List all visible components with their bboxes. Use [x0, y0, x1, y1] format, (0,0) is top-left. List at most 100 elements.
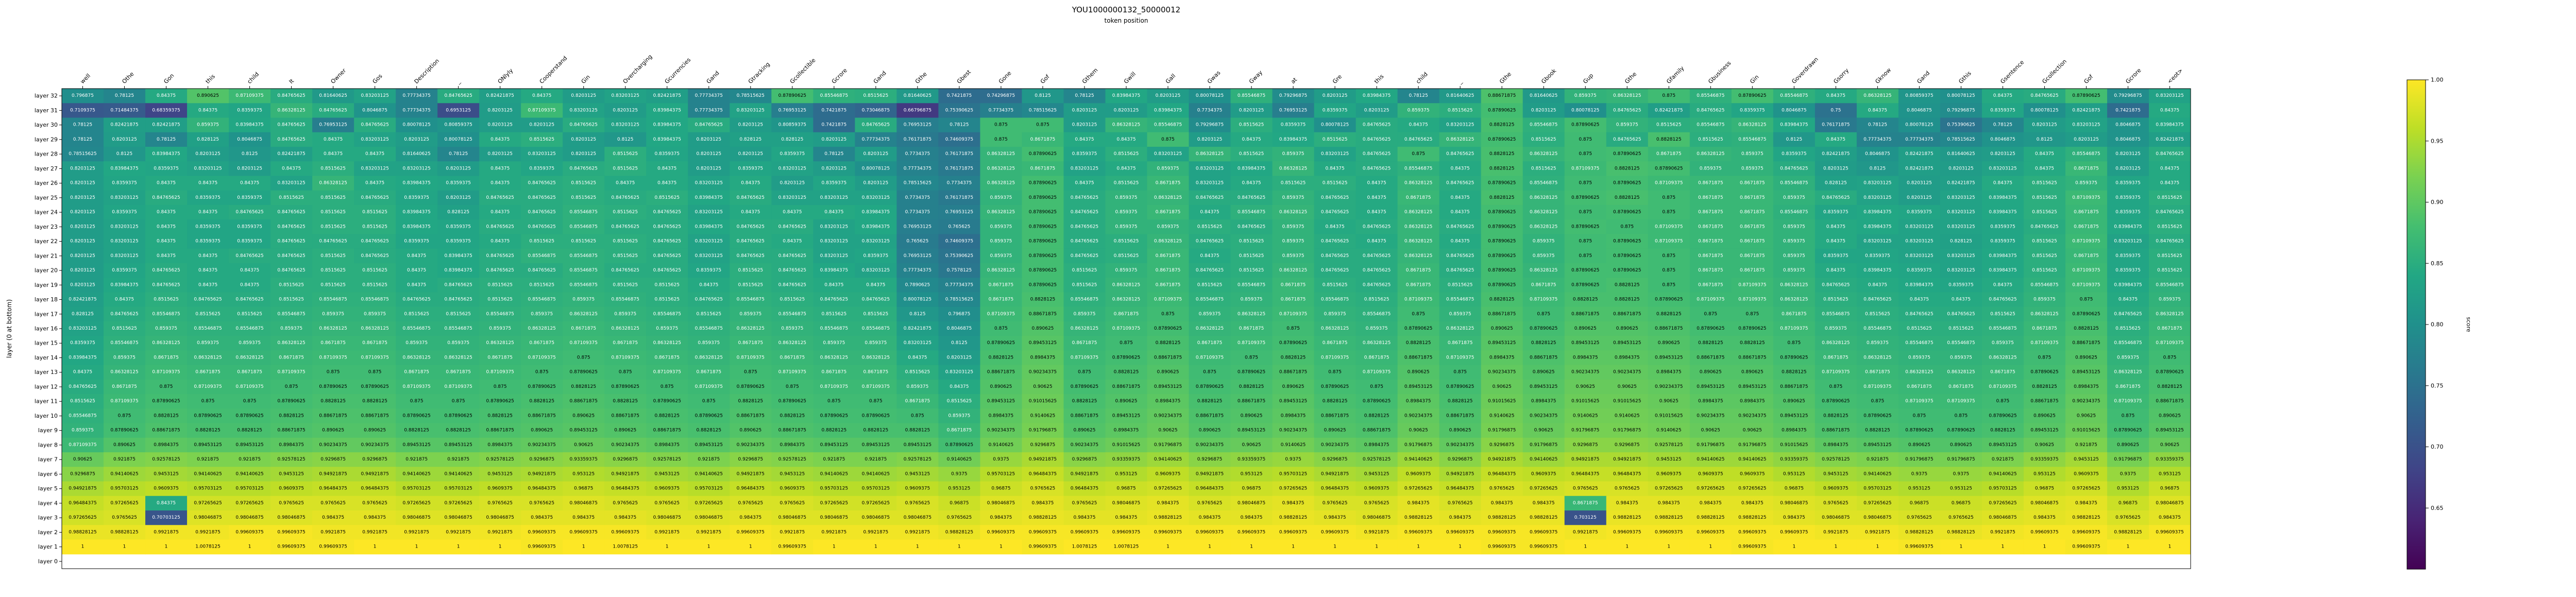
- cell-value-label: 0.94921875: [319, 471, 347, 476]
- colorbar-label: score: [2465, 317, 2472, 332]
- heatmap-cell: [1648, 117, 1690, 133]
- cell-value-label: 0.88671875: [2072, 340, 2100, 346]
- heatmap-cell: [1355, 103, 1398, 118]
- y-tick-label: layer 29: [35, 136, 58, 143]
- cell-value-label: 0.84375: [908, 355, 927, 360]
- heatmap-cell: [2148, 204, 2191, 220]
- cell-value-label: 0.8203125: [1323, 93, 1348, 98]
- cell-value-label: 0.86328125: [1738, 123, 1766, 128]
- heatmap-cell: [312, 132, 354, 147]
- cell-value-label: 0.7734375: [905, 151, 930, 157]
- cell-value-label: 0.859375: [405, 340, 428, 346]
- cell-value-label: 0.94140625: [1697, 457, 1724, 462]
- cell-value-label: 0.9921875: [780, 530, 805, 535]
- heatmap-cell: [1022, 103, 1064, 118]
- cell-value-label: 0.86328125: [1780, 297, 1808, 302]
- cell-value-label: 0.91015625: [1655, 413, 1683, 418]
- cell-value-label: 0.9296875: [1072, 457, 1097, 462]
- cell-value-label: 0.8515625: [446, 312, 471, 317]
- heatmap-cell: [1648, 176, 1690, 191]
- cell-value-label: 0.9453125: [905, 471, 930, 476]
- heatmap-cell: [855, 146, 897, 162]
- cell-value-label: 1: [1625, 544, 1629, 550]
- cell-value-label: 0.84375: [73, 370, 92, 375]
- heatmap-cell: [604, 176, 647, 191]
- cell-value-label: 0.98828125: [2114, 530, 2142, 535]
- heatmap-cell: [2065, 190, 2108, 206]
- cell-value-label: 0.890625: [364, 428, 386, 433]
- cell-value-label: 0.87890625: [528, 384, 556, 389]
- x-tick-label: Gbook: [1540, 67, 1558, 85]
- cell-value-label: 0.8515625: [362, 268, 387, 273]
- cell-value-label: 0.84765625: [528, 210, 556, 215]
- x-tick-label: child: [1415, 71, 1429, 85]
- cell-value-label: 0.8515625: [2032, 210, 2057, 215]
- cell-value-label: 0.75390625: [1947, 123, 1975, 128]
- cell-value-label: 0.84375: [324, 137, 343, 142]
- cell-value-label: 0.8203125: [1114, 108, 1139, 113]
- cell-value-label: 0.87109375: [1571, 166, 1599, 171]
- heatmap-cell: [855, 161, 897, 176]
- cell-value-label: 0.87109375: [152, 370, 180, 375]
- cell-value-label: 0.86328125: [987, 210, 1015, 215]
- heatmap-cell: [1355, 132, 1398, 147]
- cell-value-label: 0.828125: [197, 137, 219, 142]
- heatmap-cell: [2148, 132, 2191, 147]
- cell-value-label: 0.7734375: [905, 195, 930, 200]
- cell-value-label: 0.8515625: [1239, 239, 1264, 244]
- heatmap-cell: [2148, 176, 2191, 191]
- cell-value-label: 0.8515625: [1907, 326, 1932, 331]
- cell-value-label: 0.984375: [1282, 501, 1304, 506]
- heatmap-cell: [896, 89, 939, 104]
- cell-value-label: 0.94140625: [194, 471, 222, 476]
- cell-value-label: 0.84765625: [1071, 253, 1098, 259]
- cell-value-label: 0.92578125: [778, 457, 806, 462]
- heatmap-cell: [312, 176, 354, 191]
- heatmap-cell: [521, 161, 563, 176]
- heatmap-cell: [145, 161, 188, 176]
- cell-value-label: 0.79296875: [2114, 93, 2142, 98]
- cell-value-label: 0.91796875: [1571, 428, 1599, 433]
- cell-value-label: 0.85546875: [1822, 312, 1850, 317]
- cell-value-label: 0.85546875: [1530, 123, 1557, 128]
- cell-value-label: 0.83984375: [110, 166, 138, 171]
- cell-value-label: 0.94921875: [1613, 457, 1641, 462]
- cell-value-label: 0.83203125: [612, 93, 639, 98]
- cell-value-label: 0.9609375: [1656, 471, 1682, 476]
- cell-value-label: 0.86328125: [402, 355, 430, 360]
- cell-value-label: 0.87109375: [1697, 297, 1724, 302]
- cell-value-label: 0.86328125: [1279, 268, 1307, 273]
- cell-value-label: 0.86328125: [1279, 166, 1307, 171]
- cell-value-label: 0.96875: [2160, 486, 2179, 491]
- cell-value-label: 0.9921875: [320, 530, 346, 535]
- cell-value-label: 0.8515625: [237, 312, 262, 317]
- heatmap-cell: [1439, 146, 1482, 162]
- cell-value-label: 0.8984375: [1364, 442, 1389, 448]
- heatmap-cell: [1230, 176, 1273, 191]
- cell-value-label: 0.93359375: [1780, 457, 1808, 462]
- cell-value-label: 1: [374, 544, 377, 550]
- heatmap-cell: [437, 161, 480, 176]
- heatmap-cell: [1105, 161, 1148, 176]
- cell-value-label: 0.85546875: [570, 268, 598, 273]
- x-tick-label: Gone: [997, 70, 1013, 85]
- cell-value-label: 0.8359375: [1782, 151, 1807, 157]
- cell-value-label: 0.84765625: [653, 224, 681, 229]
- cell-value-label: 0.99609375: [1071, 530, 1098, 535]
- cell-value-label: 0.8828125: [822, 428, 847, 433]
- cell-value-label: 0.83203125: [1863, 239, 1891, 244]
- cell-value-label: 0.83203125: [1863, 195, 1891, 200]
- heatmap-cell: [1689, 103, 1732, 118]
- heatmap-cell: [1105, 89, 1148, 104]
- cell-value-label: 0.8203125: [70, 181, 95, 186]
- cell-value-label: 0.77734375: [945, 282, 973, 287]
- cell-value-label: 0.8203125: [1197, 137, 1223, 142]
- cell-value-label: 0.86328125: [2030, 312, 2058, 317]
- cell-value-label: 0.8671875: [1364, 355, 1389, 360]
- cell-value-label: 0.90234375: [987, 428, 1015, 433]
- cell-value-label: 0.84765625: [361, 123, 388, 128]
- heatmap-cell: [1063, 132, 1106, 147]
- cell-value-label: 0.84375: [490, 166, 510, 171]
- heatmap-cell: [104, 117, 146, 133]
- heatmap-cell: [1689, 132, 1732, 147]
